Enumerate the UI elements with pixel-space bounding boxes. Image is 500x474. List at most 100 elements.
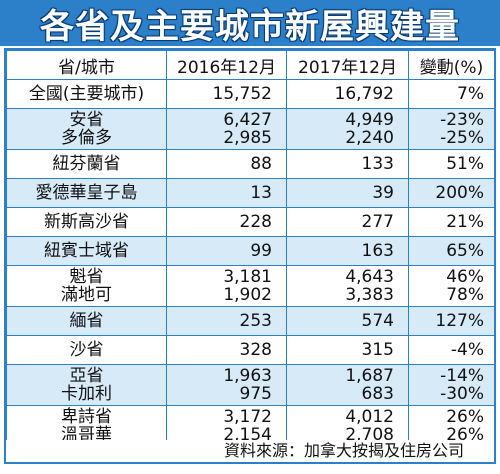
- value-2016-cell: 1,963 975: [166, 364, 287, 406]
- region-name: 沙省: [69, 340, 104, 360]
- region-name: 卡加利: [61, 384, 112, 404]
- value-2017: 4,643: [345, 267, 394, 287]
- value-2017: 133: [361, 154, 394, 174]
- region-name: 卑詩省: [61, 407, 112, 427]
- change-percent: 21%: [446, 212, 484, 232]
- change-percent-cell: 21%: [408, 207, 495, 237]
- value-2016: 1,963: [223, 366, 272, 386]
- value-2017-cell: 574: [286, 306, 409, 336]
- value-2017: 574: [361, 311, 394, 331]
- change-percent-cell: 51%: [408, 149, 495, 179]
- value-2017-cell: 1,687 683: [286, 364, 409, 406]
- value-2017-cell: 39: [286, 178, 409, 208]
- value-2016-cell: 13: [166, 178, 287, 208]
- region-name: 滿地可: [61, 285, 112, 305]
- header-row: 省/城市 2016年12月 2017年12月 變動(%): [6, 50, 495, 80]
- region-name-cell: 全國(主要城市): [6, 79, 167, 109]
- change-percent-cell: -4%: [408, 335, 495, 365]
- change-percent-cell: 127%: [408, 306, 495, 336]
- table-row: 沙省 328 315 -4%: [6, 335, 495, 365]
- value-2017-cell: 315: [286, 335, 409, 365]
- region-name: 愛德華皇子島: [35, 183, 138, 203]
- value-2016: 13: [250, 183, 272, 203]
- value-2017: 3,383: [345, 285, 394, 305]
- region-name-cell: 紐芬蘭省: [6, 149, 167, 179]
- value-2016: 15,752: [212, 84, 272, 104]
- value-2016: 99: [250, 241, 272, 261]
- change-percent: 51%: [446, 154, 484, 174]
- region-name-cell: 亞省 卡加利: [6, 364, 167, 406]
- region-name: 新斯高沙省: [44, 212, 129, 232]
- region-name-cell: 新斯高沙省: [6, 207, 167, 237]
- value-2016-cell: 15,752: [166, 79, 287, 109]
- value-2016: 2,154: [223, 425, 272, 445]
- table-row: 亞省 卡加利 1,963 975 1,687 683 -14% -30%: [6, 364, 495, 406]
- change-percent: 7%: [457, 84, 484, 104]
- region-name-cell: 魁省 滿地可: [6, 265, 167, 307]
- value-2016: 6,427: [223, 110, 272, 130]
- column-header-change: 變動(%): [408, 50, 495, 80]
- change-percent: 26%: [446, 407, 484, 427]
- region-name: 紐芬蘭省: [52, 154, 121, 174]
- value-2017: 2,240: [345, 128, 394, 148]
- table-row: 愛德華皇子島 13 39 200%: [6, 178, 495, 208]
- value-2016: 88: [250, 154, 272, 174]
- value-2016: 228: [239, 212, 272, 232]
- change-percent-cell: 200%: [408, 178, 495, 208]
- region-name: 溫哥華: [61, 425, 112, 445]
- data-table-frame: 省/城市 2016年12月 2017年12月 變動(%) 全國(主要城市) 15,…: [4, 48, 496, 464]
- value-2017: 2,708: [345, 425, 394, 445]
- region-name: 紐賓士域省: [44, 241, 129, 261]
- column-header-2017: 2017年12月: [286, 50, 409, 80]
- value-2016: 975: [239, 384, 272, 404]
- change-percent: -30%: [440, 384, 484, 404]
- table-body: 全國(主要城市) 15,752 16,792 7% 安省 多倫多 6,427 2,985 4,9…: [6, 79, 495, 447]
- value-2016: 1,902: [223, 285, 272, 305]
- value-2016-cell: 99: [166, 236, 287, 266]
- value-2017: 163: [361, 241, 394, 261]
- value-2017: 277: [361, 212, 394, 232]
- value-2016: 253: [239, 311, 272, 331]
- value-2016: 2,985: [223, 128, 272, 148]
- change-percent: -25%: [440, 128, 484, 148]
- change-percent: 46%: [446, 267, 484, 287]
- region-name: 全國(主要城市): [28, 84, 145, 104]
- change-percent: 127%: [435, 311, 484, 331]
- value-2017-cell: 277: [286, 207, 409, 237]
- value-2017: 39: [372, 183, 394, 203]
- region-name-cell: 紐賓士域省: [6, 236, 167, 266]
- region-name-cell: 愛德華皇子島: [6, 178, 167, 208]
- source-note: 資料來源：加拿大按揭及住房公司: [4, 440, 496, 464]
- change-percent-cell: -14% -30%: [408, 364, 495, 406]
- region-name: 多倫多: [61, 128, 112, 148]
- change-percent: -14%: [440, 366, 484, 386]
- value-2017-cell: 163: [286, 236, 409, 266]
- change-percent: 200%: [435, 183, 484, 203]
- value-2017-cell: 4,949 2,240: [286, 108, 409, 150]
- change-percent-cell: -23% -25%: [408, 108, 495, 150]
- value-2016-cell: 6,427 2,985: [166, 108, 287, 150]
- value-2017-cell: 133: [286, 149, 409, 179]
- change-percent: -4%: [450, 340, 484, 360]
- region-name: 安省: [69, 110, 104, 130]
- region-name: 亞省: [69, 366, 104, 386]
- region-name-cell: 緬省: [6, 306, 167, 336]
- change-percent-cell: 46% 78%: [408, 265, 495, 307]
- change-percent: 65%: [446, 241, 484, 261]
- table-row: 安省 多倫多 6,427 2,985 4,949 2,240 -23% -25%: [6, 108, 495, 150]
- value-2017: 16,792: [334, 84, 394, 104]
- value-2016-cell: 328: [166, 335, 287, 365]
- change-percent: 26%: [446, 425, 484, 445]
- change-percent: -23%: [440, 110, 484, 130]
- value-2017: 683: [361, 384, 394, 404]
- table-row: 紐賓士域省 99 163 65%: [6, 236, 495, 266]
- change-percent: 78%: [446, 285, 484, 305]
- title-banner: 各省及主要城市新屋興建量: [0, 0, 500, 47]
- region-name: 魁省: [69, 267, 104, 287]
- table-row: 魁省 滿地可 3,181 1,902 4,643 3,383 46% 78%: [6, 265, 495, 307]
- value-2016-cell: 88: [166, 149, 287, 179]
- region-name-cell: 安省 多倫多: [6, 108, 167, 150]
- value-2017: 315: [361, 340, 394, 360]
- value-2016: 3,181: [223, 267, 272, 287]
- region-name-cell: 沙省: [6, 335, 167, 365]
